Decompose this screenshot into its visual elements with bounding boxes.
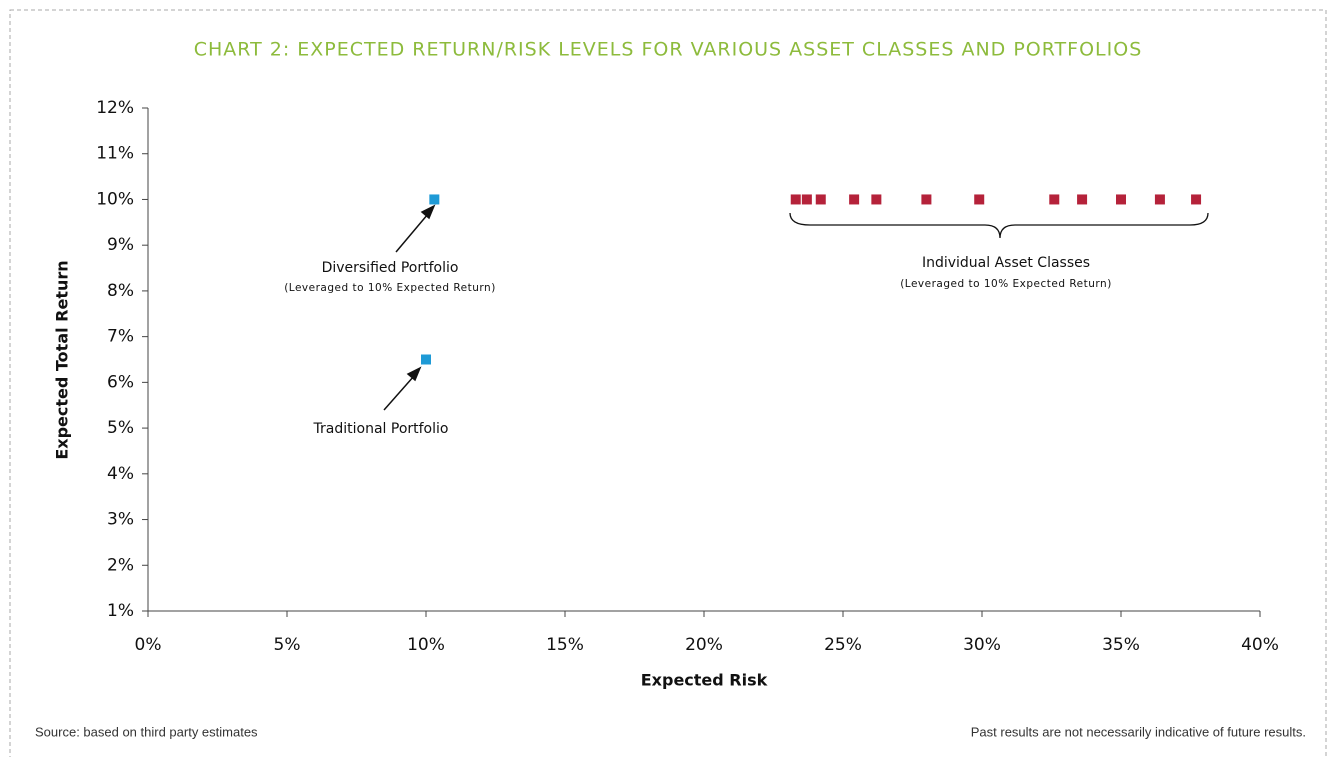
x-tick-label: 40% [1241, 635, 1279, 655]
x-tick-label: 20% [685, 635, 723, 655]
arrow-head [420, 204, 436, 220]
x-tick-label: 30% [963, 635, 1001, 655]
y-tick-label: 2% [107, 555, 134, 575]
point [974, 194, 985, 205]
frame [9, 9, 1327, 761]
arrow [395, 213, 429, 253]
annotation: Individual Asset Classes [922, 255, 1090, 271]
arrow-head [406, 366, 422, 382]
x-tick-label: 15% [546, 635, 584, 655]
annotation-sub: (Leveraged to 10% Expected Return) [284, 282, 496, 294]
x-tick-label: 10% [407, 635, 445, 655]
y-tick-label: 1% [107, 601, 134, 621]
y-tick-label: 6% [107, 372, 134, 392]
point [1116, 194, 1126, 205]
point [790, 194, 801, 205]
y-tick-label: 7% [107, 327, 134, 347]
point [871, 194, 882, 205]
y-tick-label: 4% [107, 464, 134, 484]
annotation: Traditional Portfolio [313, 421, 449, 437]
y-tick-label: 10% [96, 189, 134, 209]
point [1077, 194, 1088, 205]
y-tick-label: 3% [107, 510, 134, 530]
point [921, 194, 932, 205]
chart-title: CHART 2: EXPECTED RETURN/RISK LEVELS FOR… [194, 39, 1143, 61]
x-tick-label: 25% [824, 635, 862, 655]
point [1154, 194, 1165, 205]
point [801, 194, 812, 205]
disclaimer: Past results are not necessarily indicat… [971, 724, 1306, 739]
point [849, 194, 860, 205]
point [421, 354, 431, 365]
y-tick-label: 8% [107, 281, 134, 301]
point [815, 194, 826, 205]
x-tick-label: 5% [274, 635, 301, 655]
arrows [383, 204, 436, 411]
x-tick-label: 0% [135, 635, 162, 655]
x-axis-title: Expected Risk [641, 671, 768, 690]
point [1049, 194, 1060, 205]
source-note: Source: based on third party estimates [35, 724, 258, 739]
arrow [383, 375, 415, 411]
y-tick-label: 5% [107, 418, 134, 438]
brace [789, 212, 1209, 239]
annotation-sub: (Leveraged to 10% Expected Return) [900, 278, 1112, 290]
y-tick-label: 12% [96, 98, 134, 118]
annotation: Diversified Portfolio [322, 260, 459, 276]
point [429, 194, 440, 205]
y-tick-label: 11% [96, 144, 134, 164]
y-tick-label: 9% [107, 235, 134, 255]
y-axis-title: Expected Total Return [53, 260, 72, 459]
point [1191, 194, 1202, 205]
x-tick-label: 35% [1102, 635, 1140, 655]
